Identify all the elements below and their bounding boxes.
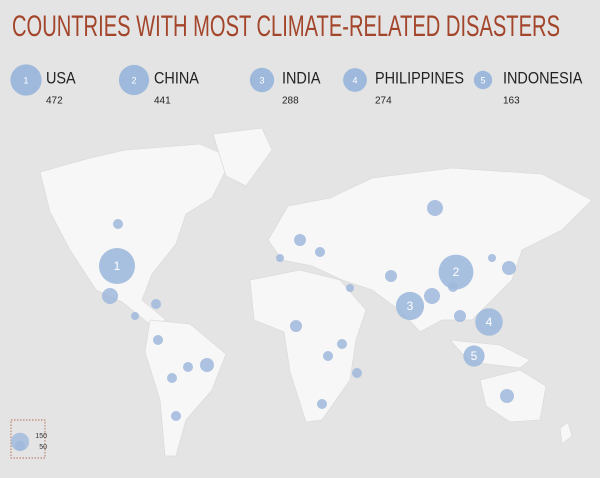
country-name: INDIA <box>282 69 321 87</box>
bubble <box>290 320 302 332</box>
rank-bubble <box>249 67 275 93</box>
bubble <box>102 288 118 304</box>
north-america <box>39 143 233 327</box>
bubble <box>454 310 466 322</box>
bubble <box>276 254 284 262</box>
map-rank: 2 <box>453 265 460 279</box>
country-value: 163 <box>503 96 520 107</box>
country-value: 441 <box>154 96 171 107</box>
bubble <box>113 219 123 229</box>
bubble <box>500 389 514 403</box>
bubble <box>200 358 214 372</box>
bubble <box>337 339 347 349</box>
map-bubble <box>438 254 474 290</box>
map-rank: 4 <box>486 315 493 329</box>
bubble <box>151 299 161 309</box>
country-name: USA <box>46 69 76 87</box>
south-america <box>144 319 227 457</box>
map-bubble <box>98 247 136 285</box>
world-map <box>39 127 593 457</box>
country-name: PHILIPPINES <box>375 69 464 87</box>
bubble <box>153 335 163 345</box>
bubble <box>502 261 516 275</box>
country-name: INDONESIA <box>503 69 583 87</box>
bubble <box>323 351 333 361</box>
country-value: 472 <box>46 96 63 107</box>
map-rank: 5 <box>471 349 478 363</box>
bubble <box>424 288 440 304</box>
bubble <box>167 373 177 383</box>
greenland <box>212 127 273 187</box>
rank-number: 5 <box>480 75 485 85</box>
rank-bubble <box>118 64 150 96</box>
eurasia <box>267 167 593 333</box>
bubble <box>352 368 362 378</box>
rank-number: 1 <box>23 75 28 85</box>
country-value: 288 <box>282 96 299 107</box>
bubble <box>317 399 327 409</box>
map-bubble <box>475 308 503 336</box>
africa <box>249 269 367 423</box>
rank-bubble <box>10 64 42 96</box>
rank-number: 3 <box>259 75 264 85</box>
map-rank: 1 <box>114 259 121 273</box>
bubble <box>315 247 325 257</box>
map-bubble <box>463 345 485 367</box>
bubble <box>131 312 139 320</box>
bubble <box>488 254 496 262</box>
legend-bubble <box>14 440 26 452</box>
rank-number: 2 <box>131 75 136 85</box>
bubble <box>183 362 193 372</box>
legend-label: 150 <box>35 433 47 440</box>
country-value: 274 <box>375 96 392 107</box>
rank-bubble <box>473 70 493 90</box>
new-zealand <box>559 421 573 445</box>
country-name: CHINA <box>154 69 199 87</box>
bubble <box>171 411 181 421</box>
bubble <box>346 284 354 292</box>
title: COUNTRIES WITH MOST CLIMATE-RELATED DISA… <box>12 10 560 43</box>
bubble <box>427 200 443 216</box>
rank-bubble <box>343 68 367 92</box>
map-bubble <box>395 291 425 321</box>
bubble <box>294 234 306 246</box>
legend-label: 50 <box>39 444 47 451</box>
rank-number: 4 <box>352 75 357 85</box>
map-rank: 3 <box>407 299 414 313</box>
bubble <box>385 270 397 282</box>
